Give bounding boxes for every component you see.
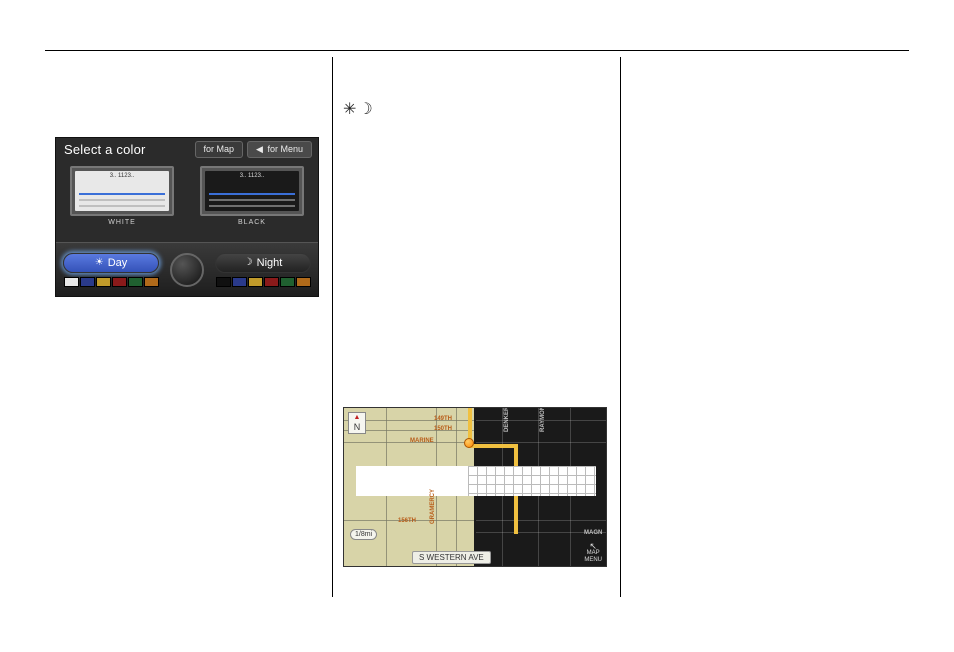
street-label: 156TH	[398, 518, 416, 524]
night-side: ☽ Night	[210, 253, 316, 287]
street-label: 149TH	[434, 416, 452, 422]
column-1: Select a color for Map ◀ for Menu 3..	[45, 57, 333, 597]
day-swatches	[64, 277, 159, 287]
night-swatches	[216, 277, 311, 287]
preview-black-frame: 3.. 1123..	[200, 166, 304, 216]
preview-white[interactable]: 3.. 1123.. WHITE	[70, 166, 174, 226]
day-label: Day	[108, 257, 128, 269]
sun-moon-icons: ✳☽	[343, 99, 610, 119]
preview-bar	[209, 205, 295, 207]
color-swatch[interactable]	[144, 277, 159, 287]
scale-label: 1/8mi	[355, 531, 372, 538]
sun-outline-icon: ✳	[343, 101, 358, 118]
preview-bar	[79, 193, 165, 195]
compass-label: N	[354, 422, 361, 432]
tab-for-menu[interactable]: ◀ for Menu	[247, 141, 312, 158]
preview-bar	[209, 199, 295, 201]
route-segment	[468, 444, 518, 448]
road	[476, 520, 606, 521]
preview-bar	[79, 205, 165, 207]
preview-white-inner: 3.. 1123..	[75, 171, 169, 211]
scale-badge[interactable]: 1/8mi	[350, 529, 377, 540]
moon-icon: ☽	[244, 257, 253, 268]
color-swatch[interactable]	[112, 277, 127, 287]
preview-white-frame: 3.. 1123..	[70, 166, 174, 216]
color-swatch[interactable]	[96, 277, 111, 287]
color-footer: ☀ Day ☽ Night	[56, 242, 318, 296]
color-swatch[interactable]	[232, 277, 247, 287]
street-label: 150TH	[434, 426, 452, 432]
preview-black-label: BLACK	[200, 219, 304, 226]
preview-black-text: 3.. 1123..	[205, 173, 299, 179]
color-swatch[interactable]	[264, 277, 279, 287]
preview-black[interactable]: 3.. 1123.. BLACK	[200, 166, 304, 226]
current-street: S WESTERN AVE	[412, 551, 491, 564]
color-swatch[interactable]	[296, 277, 311, 287]
color-tabs: for Map ◀ for Menu	[195, 141, 312, 158]
preview-black-inner: 3.. 1123..	[205, 171, 299, 211]
page-container: Select a color for Map ◀ for Menu 3..	[45, 20, 909, 597]
street-label: MAGN	[584, 530, 602, 536]
road	[344, 442, 474, 443]
redaction-block	[356, 466, 468, 496]
sun-icon: ☀	[95, 257, 104, 268]
map-screenshot: N 1/8mi S WESTERN AVE ↖ MAPMENU 149TH 150…	[343, 407, 607, 567]
night-mode-button[interactable]: ☽ Night	[215, 253, 311, 273]
tab-for-map-label: for Map	[204, 144, 235, 154]
redaction-grid	[468, 466, 596, 496]
day-mode-button[interactable]: ☀ Day	[63, 253, 159, 273]
color-previews: 3.. 1123.. WHITE 3.. 1123..	[70, 166, 304, 226]
current-street-label: S WESTERN AVE	[419, 553, 484, 562]
columns: Select a color for Map ◀ for Menu 3..	[45, 57, 909, 597]
tab-for-map[interactable]: for Map	[195, 141, 244, 158]
header-rule	[45, 50, 909, 51]
street-label: RAYMOND	[540, 407, 546, 432]
column-3	[621, 57, 909, 597]
tab-for-menu-label: for Menu	[267, 144, 303, 154]
color-swatch[interactable]	[248, 277, 263, 287]
destination-pin-icon	[464, 438, 474, 448]
night-label: Night	[257, 257, 283, 269]
street-label: DENKER	[504, 407, 510, 432]
color-swatch[interactable]	[80, 277, 95, 287]
color-select-screenshot: Select a color for Map ◀ for Menu 3..	[55, 137, 319, 297]
color-swatch[interactable]	[280, 277, 295, 287]
cursor-icon: ↖	[584, 543, 602, 550]
moon-outline-icon: ☽	[358, 101, 374, 118]
day-side: ☀ Day	[58, 253, 164, 287]
chevron-left-icon: ◀	[256, 144, 263, 154]
color-swatch[interactable]	[216, 277, 231, 287]
street-label: MARINE	[410, 438, 434, 444]
street-label: GRAMERCY	[430, 489, 436, 524]
compass-icon[interactable]: N	[348, 412, 366, 434]
preview-white-label: WHITE	[70, 219, 174, 226]
column-2: ✳☽	[333, 57, 621, 597]
map-menu-label: MAPMENU	[584, 550, 602, 563]
preview-white-text: 3.. 1123..	[75, 173, 169, 179]
color-swatch[interactable]	[64, 277, 79, 287]
color-swatch[interactable]	[128, 277, 143, 287]
rotary-knob[interactable]	[170, 253, 204, 287]
map-menu-button[interactable]: ↖ MAPMENU	[584, 543, 602, 564]
preview-bar	[209, 193, 295, 195]
preview-bar	[79, 199, 165, 201]
color-screen-title: Select a color	[64, 142, 146, 157]
road	[476, 442, 606, 443]
